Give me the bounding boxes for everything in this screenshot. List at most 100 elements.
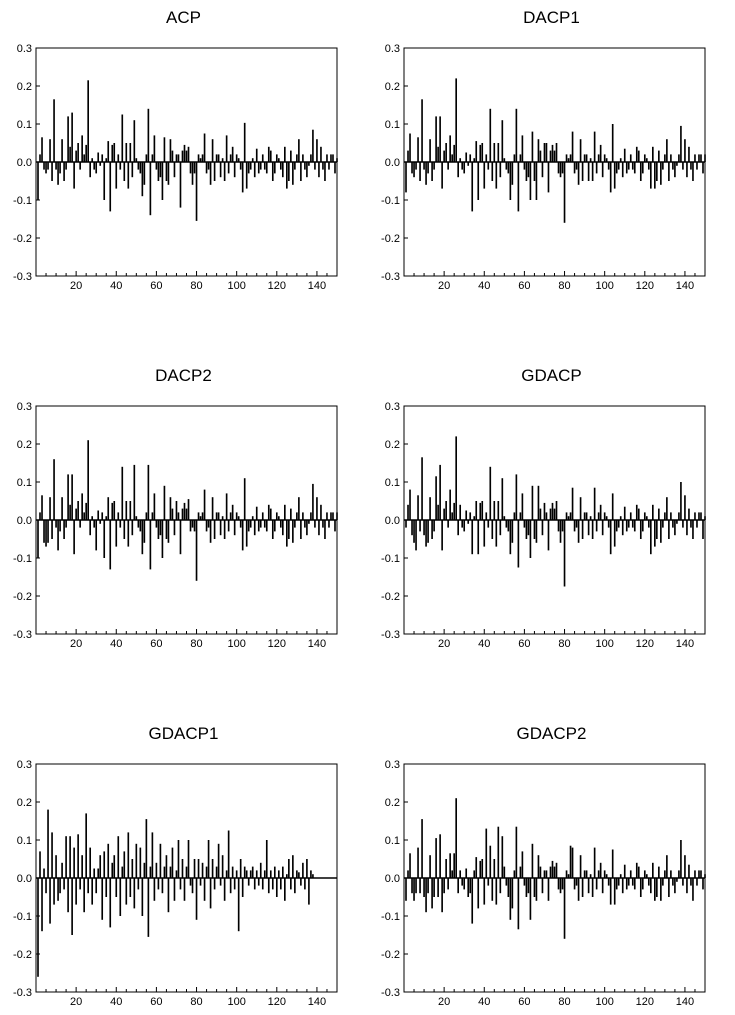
- bar: [65, 162, 67, 170]
- x-tick-label: 120: [636, 280, 654, 292]
- bar: [49, 878, 51, 924]
- bar: [668, 162, 670, 181]
- bar: [505, 878, 508, 886]
- bar: [569, 154, 572, 162]
- chart-title: DACP1: [523, 8, 580, 27]
- bar: [308, 520, 310, 524]
- bar: [686, 520, 688, 536]
- bar: [189, 878, 192, 886]
- bar: [101, 154, 104, 162]
- bar: [300, 162, 302, 181]
- bar: [107, 141, 110, 162]
- y-tick-label: 0.2: [385, 81, 400, 93]
- bar: [405, 162, 407, 193]
- bar: [511, 520, 514, 543]
- bar: [294, 520, 296, 528]
- bar: [599, 144, 602, 162]
- bar: [553, 508, 556, 520]
- bar: [79, 878, 81, 890]
- bar: [233, 878, 236, 890]
- bar: [97, 510, 100, 520]
- bar: [656, 162, 658, 181]
- bar: [71, 878, 73, 935]
- bar: [603, 154, 606, 162]
- bar: [277, 870, 280, 878]
- bar: [557, 162, 560, 174]
- bar: [302, 512, 304, 520]
- bar: [211, 859, 214, 878]
- bar: [330, 154, 332, 162]
- bar: [617, 162, 620, 170]
- bar: [189, 162, 192, 174]
- bar: [501, 478, 504, 520]
- bar: [55, 520, 57, 528]
- bar: [91, 516, 94, 520]
- bar: [245, 162, 248, 189]
- bar: [513, 154, 516, 162]
- bar: [203, 489, 206, 520]
- bar: [113, 143, 116, 162]
- bar: [87, 440, 89, 520]
- bar: [65, 520, 67, 528]
- bar: [163, 485, 166, 520]
- bar: [187, 146, 190, 162]
- bar: [635, 146, 638, 162]
- bar: [97, 152, 100, 162]
- bar: [561, 520, 564, 532]
- bar: [231, 146, 234, 162]
- bar: [607, 520, 610, 528]
- bar: [437, 504, 439, 520]
- bar: [553, 150, 556, 162]
- bar: [415, 520, 417, 551]
- bar: [115, 162, 118, 189]
- bar: [49, 139, 51, 162]
- bar: [589, 874, 592, 878]
- bar: [185, 866, 188, 878]
- bar: [215, 512, 218, 520]
- bar: [153, 878, 156, 901]
- bar: [302, 862, 304, 878]
- bar: [559, 878, 562, 894]
- bar: [37, 520, 39, 558]
- bar: [463, 162, 466, 174]
- bar: [63, 520, 65, 539]
- bar: [525, 162, 528, 181]
- bar: [127, 162, 130, 189]
- bar: [537, 855, 540, 878]
- bar: [81, 135, 83, 162]
- bar: [221, 516, 224, 520]
- bar: [300, 878, 302, 886]
- bar: [477, 520, 480, 555]
- bar: [296, 512, 298, 520]
- bar: [545, 143, 548, 162]
- bar: [637, 150, 640, 162]
- bar: [411, 878, 413, 894]
- bar: [263, 520, 266, 528]
- bar: [652, 504, 654, 520]
- bar: [641, 162, 644, 174]
- x-tick-label: 100: [227, 638, 245, 650]
- bar: [658, 508, 660, 520]
- bar: [605, 158, 608, 162]
- bar: [95, 878, 98, 894]
- x-tick-label: 40: [478, 638, 490, 650]
- bar: [587, 162, 590, 181]
- bar: [320, 504, 322, 520]
- bar: [439, 834, 441, 878]
- bar: [171, 150, 174, 162]
- bar: [334, 162, 336, 174]
- bar: [207, 162, 210, 170]
- bar: [312, 874, 314, 878]
- bar: [591, 878, 594, 897]
- bar: [113, 855, 116, 878]
- bar: [117, 154, 120, 162]
- bar: [535, 520, 538, 543]
- bar: [47, 809, 49, 878]
- bar: [601, 520, 604, 536]
- bar: [135, 843, 138, 878]
- bar: [231, 866, 234, 878]
- bar: [447, 162, 449, 170]
- bar: [103, 520, 106, 558]
- bar: [310, 870, 312, 878]
- bar: [696, 878, 698, 886]
